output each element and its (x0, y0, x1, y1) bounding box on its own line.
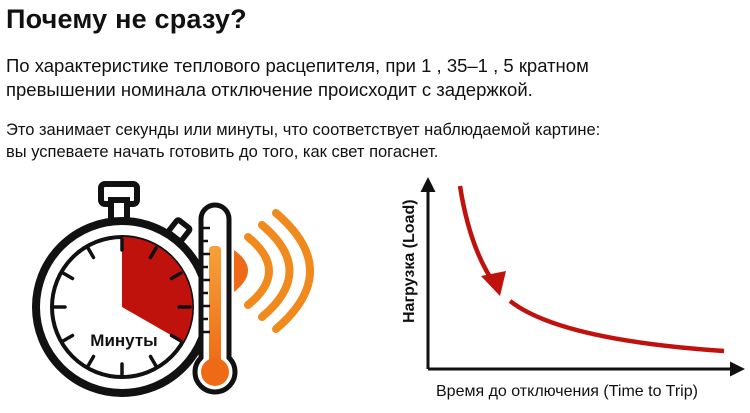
load-time-graph: Нагрузка (Load) Время до отключения (Tim… (401, 177, 745, 400)
trip-curve-upper (457, 185, 498, 288)
stopwatch-icon: Минуты (32, 181, 212, 397)
stopwatch-ticks (52, 237, 192, 377)
thermometer-icon (192, 202, 238, 395)
x-axis-label: Время до отключения (Time to Trip) (436, 383, 698, 400)
intro-paragraph: По характеристике теплового расцепителя,… (6, 54, 736, 102)
page-title: Почему не сразу? (6, 4, 247, 34)
stopwatch-label: Минуты (90, 331, 157, 350)
trip-curve-lower (508, 299, 725, 354)
explanation-line-1: Это занимает секунды или минуты, что соо… (6, 121, 601, 139)
explanation-paragraph: Это занимает секунды или минуты, что соо… (6, 119, 736, 163)
heat-waves-icon (234, 209, 314, 333)
intro-line-2: превышении номинала отключение происходи… (6, 79, 533, 100)
elapsed-minutes-sector (122, 236, 193, 342)
y-axis-label: Нагрузка (Load) (401, 199, 418, 323)
thermometer-scale (201, 226, 210, 334)
intro-line-1: По характеристике теплового расцепителя,… (6, 55, 589, 76)
trip-curve-arrow (481, 271, 506, 296)
explanation-line-2: вы успеваете начать готовить до того, ка… (6, 143, 439, 161)
